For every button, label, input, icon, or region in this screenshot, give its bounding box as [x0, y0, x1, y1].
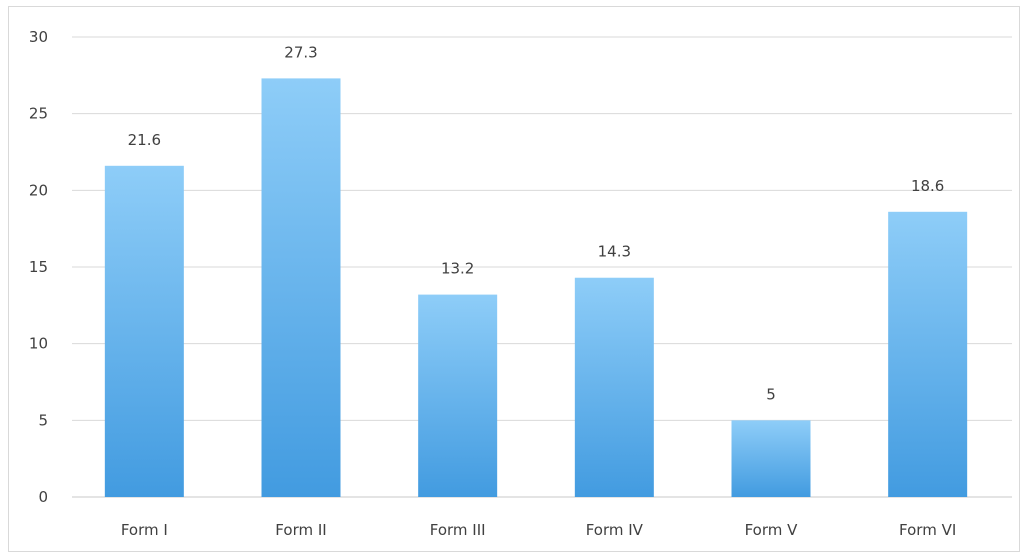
data-label: 14.3 — [598, 243, 631, 261]
y-tick-label: 25 — [29, 105, 48, 123]
data-label: 21.6 — [128, 131, 161, 149]
bar-form-vi — [888, 211, 968, 498]
x-tick-label: Form II — [275, 521, 326, 539]
y-tick-label: 0 — [38, 488, 48, 506]
x-tick-label: Form I — [121, 521, 168, 539]
y-tick-label: 5 — [38, 411, 48, 429]
data-label: 18.6 — [911, 177, 944, 195]
bar-form-iv — [574, 277, 654, 497]
bar-form-i — [104, 165, 184, 498]
x-axis-ticks: Form I Form II Form III Form IV Form V Form V… — [121, 521, 956, 539]
bars — [104, 78, 968, 498]
bar-form-ii — [261, 78, 341, 498]
data-labels: 21.6 27.3 13.2 14.3 5 18.6 — [128, 43, 945, 403]
data-label: 13.2 — [441, 260, 474, 278]
bar-form-iii — [418, 294, 498, 497]
bar-form-v — [731, 420, 811, 497]
x-tick-label: Form VI — [899, 521, 956, 539]
x-tick-label: Form III — [430, 521, 486, 539]
y-tick-label: 10 — [29, 335, 48, 353]
y-tick-label: 15 — [29, 258, 48, 276]
data-label: 27.3 — [284, 43, 317, 61]
y-tick-label: 30 — [29, 28, 48, 46]
y-axis-ticks: 0 5 10 15 20 25 30 — [29, 28, 48, 506]
data-label: 5 — [766, 385, 776, 403]
y-tick-label: 20 — [29, 181, 48, 199]
gridlines — [72, 36, 1012, 498]
x-tick-label: Form IV — [586, 521, 644, 539]
x-tick-label: Form V — [745, 521, 799, 539]
